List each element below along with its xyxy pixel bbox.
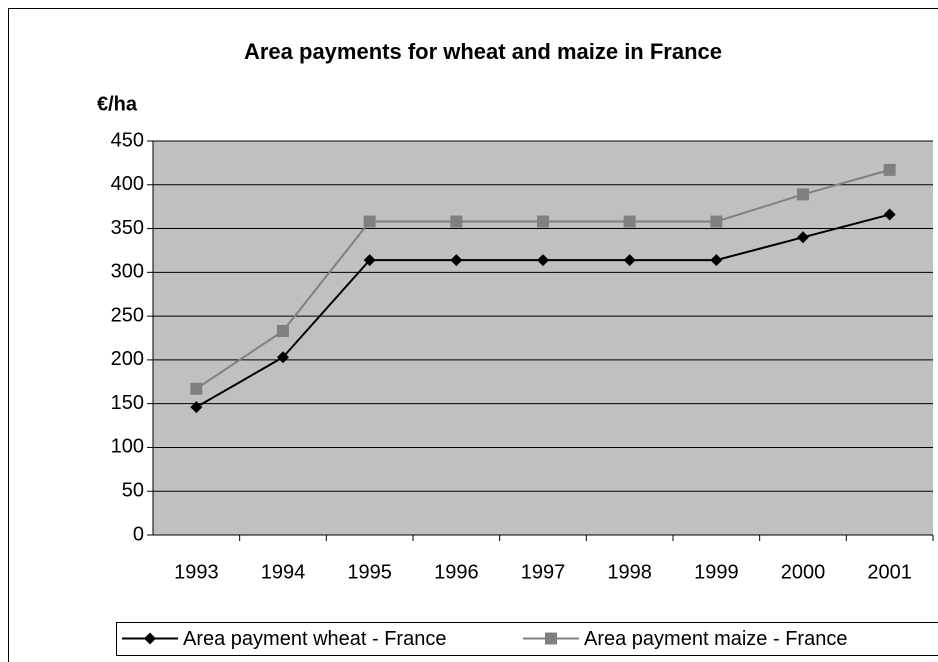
y-tick-label: 100 <box>111 436 144 458</box>
marker <box>623 254 636 267</box>
marker <box>450 254 463 267</box>
x-tick-label: 1994 <box>261 561 306 583</box>
y-axis-label: €/ha <box>97 93 138 115</box>
x-tick-label: 2000 <box>781 561 826 583</box>
y-tick-label: 200 <box>111 348 144 370</box>
x-tick-label: 1993 <box>174 561 219 583</box>
y-tick-label: 300 <box>111 261 144 283</box>
marker <box>277 324 289 337</box>
marker <box>883 208 896 221</box>
marker <box>797 188 809 201</box>
y-tick-label: 0 <box>133 523 144 545</box>
marker <box>537 215 549 228</box>
y-tick-label: 400 <box>111 173 144 195</box>
plot-area <box>153 141 933 535</box>
y-tick-label: 250 <box>111 304 144 326</box>
marker <box>363 254 376 267</box>
marker <box>190 382 203 395</box>
y-tick-label: 450 <box>111 129 144 151</box>
y-tick-label: 50 <box>122 480 144 502</box>
x-tick-label: 1996 <box>434 561 479 583</box>
marker <box>710 215 723 228</box>
legend-label: Area payment wheat - France <box>183 628 446 650</box>
marker <box>537 254 549 267</box>
y-tick-label: 150 <box>111 392 144 414</box>
marker <box>797 231 809 244</box>
x-tick-label: 1997 <box>521 561 566 583</box>
marker <box>883 163 896 176</box>
marker <box>190 401 203 414</box>
x-tick-label: 2001 <box>867 561 912 583</box>
legend-label: Area payment maize - France <box>584 628 847 650</box>
marker <box>545 632 557 645</box>
marker <box>710 254 723 267</box>
marker <box>623 215 636 228</box>
marker <box>144 632 156 645</box>
x-tick-label: 1995 <box>347 561 392 583</box>
y-tick-label: 350 <box>111 217 144 239</box>
x-tick-label: 1999 <box>694 561 739 583</box>
x-tick-label: 1998 <box>607 561 652 583</box>
marker <box>450 215 463 228</box>
marker <box>277 351 289 364</box>
marker <box>363 215 376 228</box>
chart-title: Area payments for wheat and maize in Fra… <box>244 39 722 64</box>
